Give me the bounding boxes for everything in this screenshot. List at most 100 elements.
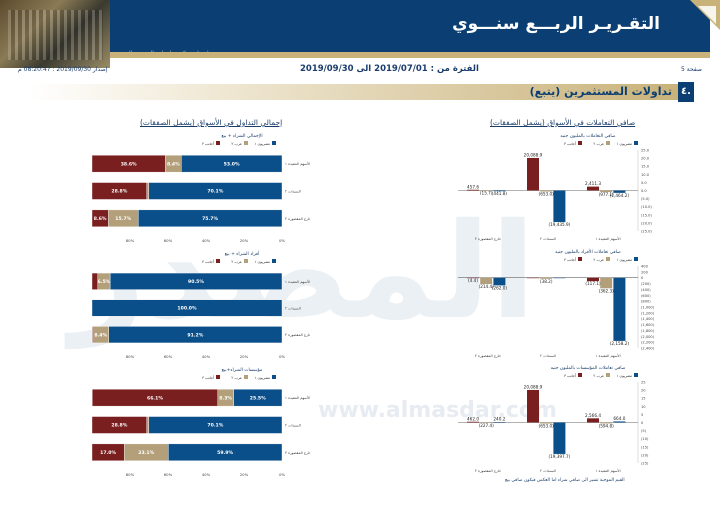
y-tick-label: (10.0) — [641, 205, 652, 209]
legend-label: مصريون ١ — [616, 374, 632, 378]
data-label: 20,088.9 — [524, 384, 543, 389]
x-tick-label: الأسهم المقيدة ١ — [595, 236, 620, 241]
data-label: 8.3% — [219, 395, 232, 401]
chart-title: الإجمالي الشراء + بيع — [221, 133, 262, 139]
data-label: (977.1) — [599, 192, 615, 197]
bar-2 — [587, 277, 599, 282]
data-label: (653.0) — [539, 424, 555, 429]
legend-swatch — [578, 257, 582, 261]
legend-swatch — [216, 259, 220, 263]
data-label: (117.1) — [585, 281, 601, 286]
legend-swatch — [578, 141, 582, 145]
data-label: 15.7% — [115, 216, 131, 222]
corner-ornament-inner-icon — [698, 6, 716, 24]
legend-label: عرب ٢ — [231, 376, 242, 380]
bar-1 — [600, 190, 613, 193]
x-tick-label: 60% — [164, 472, 173, 477]
data-label: (15.7) — [480, 191, 493, 196]
y-tick-label: (2,000) — [641, 335, 655, 339]
data-label: (19,397.7) — [548, 454, 570, 459]
y-tick-label: (2,200) — [641, 341, 655, 345]
x-tick-label: 20% — [240, 238, 249, 243]
y-tick-label: 15 — [641, 397, 646, 401]
report-banner: التقـريـر الربـــع سنـــوي إصدار مركز مع… — [0, 0, 720, 68]
data-label: 8.4% — [167, 161, 180, 167]
data-label: 23.1% — [138, 450, 154, 456]
legend-label: أجانب ٣ — [202, 141, 214, 146]
data-label: 462.0 — [467, 416, 479, 421]
bar-2 — [467, 189, 479, 191]
data-label: (4.4) — [468, 278, 478, 283]
footnote: القيم الموجبة تشير الى صافي شراء اما الع… — [505, 478, 625, 483]
x-tick-label: 0% — [279, 238, 285, 243]
chart-title: صافي تعاملات المؤسسات بالمليون جنيه — [551, 366, 626, 371]
issued-timestamp: إصدار 2019/09/30 : 08:20:47 م — [18, 66, 108, 73]
x-tick-label: 60% — [164, 354, 173, 359]
y-tick-label: (400) — [641, 288, 651, 292]
legend-swatch — [634, 257, 638, 261]
y-tick-label: 200 — [641, 270, 649, 274]
data-label: 457.6 — [467, 184, 479, 189]
legend-label: أجانب ٣ — [202, 375, 214, 380]
y-tick-label: خارج المقصورة ٣ — [285, 333, 310, 337]
legend-label: مصريون ١ — [254, 260, 270, 264]
y-tick-label: (15.0) — [641, 213, 652, 217]
legend-swatch — [244, 141, 248, 145]
bar-2 — [467, 421, 479, 423]
data-label: (441.8) — [492, 191, 508, 196]
legend-swatch — [606, 141, 610, 145]
bar-2 — [91, 416, 147, 434]
bar-1 — [540, 422, 553, 424]
y-tick-label: (1,200) — [641, 311, 655, 315]
x-tick-label: 80% — [126, 238, 135, 243]
data-label: 75.7% — [202, 216, 218, 222]
bar-0 — [553, 422, 566, 454]
bar-1 — [600, 277, 613, 289]
x-tick-label: خارج المقصورة ٣ — [475, 354, 501, 358]
y-tick-label: 5 — [641, 413, 643, 417]
bar-1 — [540, 190, 553, 192]
data-label: 2,411.3 — [585, 181, 601, 186]
section-bar: تداولات المستثمرين (يتبع) — [28, 84, 680, 100]
report-publisher: إصدار مركز معلومات البورصة المصرية — [112, 50, 209, 57]
x-tick-label: 20% — [240, 354, 249, 359]
y-tick-label: 400 — [641, 265, 649, 269]
x-tick-label: 40% — [202, 238, 211, 243]
legend-label: مصريون ١ — [616, 258, 632, 262]
y-tick-label: خارج المقصورة ٣ — [285, 451, 310, 455]
x-tick-label: 80% — [126, 354, 135, 359]
legend-swatch — [244, 375, 248, 379]
chart-title: صافي التعاملات بالمليون جنيه — [560, 134, 615, 139]
bar-2 — [587, 186, 599, 191]
data-label: (214.4) — [479, 284, 495, 289]
bar-2 — [91, 182, 147, 200]
legend-swatch — [272, 259, 276, 263]
x-tick-label: السندات ٢ — [540, 469, 556, 473]
y-tick-label: (2,400) — [641, 347, 655, 351]
bar-0 — [91, 299, 283, 317]
data-label: (1,464.2) — [610, 193, 630, 198]
data-label: (2,158.2) — [610, 341, 630, 346]
y-tick-label: 20 — [641, 389, 646, 393]
legend-label: عرب ٢ — [593, 374, 604, 378]
bar-1 — [540, 277, 553, 279]
data-label: 28.8% — [111, 189, 127, 195]
y-tick-label: الأسهم المقيدة ١ — [285, 395, 310, 400]
page-number: صفحة 5 — [681, 66, 702, 73]
y-tick-label: الأسهم المقيدة ١ — [285, 161, 310, 166]
y-tick-label: 10.0 — [641, 173, 650, 177]
bar-0 — [553, 190, 566, 222]
x-tick-label: السندات ٢ — [540, 237, 556, 241]
data-label: 90.5% — [188, 279, 204, 285]
y-tick-label: (25.0) — [641, 230, 652, 234]
bar-0 — [493, 422, 506, 423]
y-tick-label: خارج المقصورة ٣ — [285, 217, 310, 221]
data-label: 66.1% — [147, 395, 163, 401]
legend-label: عرب ٢ — [593, 258, 604, 262]
y-tick-label: (5.0) — [641, 197, 650, 201]
data-label: 20,088.9 — [524, 152, 543, 157]
data-label: 100.0% — [177, 306, 197, 312]
x-tick-label: 20% — [240, 472, 249, 477]
net-institutions-chart: صافي تعاملات المؤسسات بالمليون جنيه مصريو… — [458, 366, 649, 473]
